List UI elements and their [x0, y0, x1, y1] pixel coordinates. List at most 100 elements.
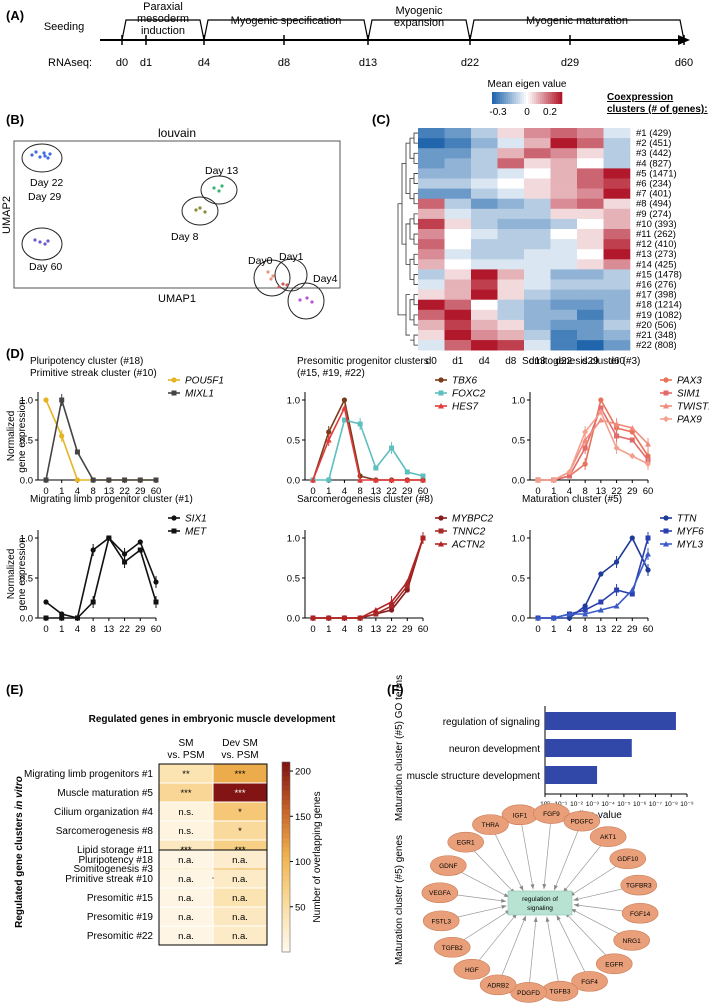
data-point: [438, 390, 444, 396]
heatmap-col-label: d0: [426, 356, 438, 367]
heatmap-cell: [524, 229, 551, 240]
y-tick-label: 0.5: [287, 436, 300, 447]
heatmap-cell: [550, 218, 578, 230]
timeline: d0 d1 d4 d8 d13 d22 d29 d60 RNAseq: Seeding Paraxi…: [44, 1, 693, 69]
data-point: [629, 535, 635, 541]
matrix-colorbar-tick-label: 150: [295, 812, 311, 823]
umap-label-day29: Day 29: [28, 191, 61, 203]
heatmap-cell: [444, 249, 472, 260]
data-point: [438, 541, 444, 547]
heatmap-cell: [471, 249, 498, 260]
data-point: [357, 477, 364, 483]
legend-label-myl3: MYL3: [677, 540, 704, 551]
x-tick-label: 8: [357, 486, 362, 497]
stage-paraxial-line: mesoderm: [137, 13, 189, 25]
heatmap-cell: [418, 269, 445, 280]
data-point: [614, 433, 620, 439]
data-point: [420, 535, 426, 541]
go-x-tick-label: 10⁻⁸: [665, 801, 679, 808]
matrix-cell-label: n.s.: [178, 826, 193, 837]
heatmap-cell: [577, 128, 604, 139]
umap-point: [305, 296, 309, 300]
colorbar-segment: [540, 92, 543, 104]
matrix-colorbar-segment: [282, 776, 290, 782]
colorbar-segment: [498, 92, 501, 104]
x-tick-label: 60: [151, 624, 162, 635]
heatmap-cell: [550, 168, 578, 179]
series-line-mybpc2: [313, 537, 424, 619]
data-point: [566, 615, 573, 621]
umap-cluster-ellipse: [200, 175, 238, 205]
network-node-label-tgfbr3: TGFBR3: [626, 883, 652, 890]
umap-point: [194, 208, 198, 212]
data-point: [629, 425, 636, 431]
network-edge: [546, 916, 561, 992]
heatmap-row-label: #5 (1471): [636, 168, 677, 179]
x-tick-label: 0: [310, 486, 315, 497]
network-node-label-igf1: IGF1: [513, 812, 528, 819]
matrix-colorbar-segment: [282, 766, 290, 772]
data-point: [614, 587, 620, 593]
timeline-day-d29: d29: [561, 57, 579, 69]
heatmap-cell: [577, 259, 604, 270]
matrix-cell: [159, 926, 213, 945]
y-tick-label: 0.5: [20, 436, 33, 447]
matrix-cell-label: ***: [234, 788, 245, 799]
heatmap-cell: [524, 279, 551, 290]
umap-label-day4: Day4: [313, 273, 338, 285]
data-point: [645, 567, 651, 573]
colorbar-segment: [528, 92, 531, 104]
data-point: [663, 403, 669, 409]
line-chart-2: Presomitic progenitor clusters(#15, #19,…: [287, 356, 486, 497]
go-x-tick-label: 10⁻⁴: [601, 801, 615, 808]
matrix-colorbar-segment: [282, 838, 290, 844]
heatmap-row-label: #19 (1082): [636, 310, 682, 321]
data-point: [137, 547, 143, 553]
colorbar-segment: [538, 92, 541, 104]
heatmap-cell: [444, 218, 472, 230]
network-node-label-hgf: HGF: [465, 967, 479, 974]
umap-point: [281, 282, 285, 286]
heatmap-cell: [497, 289, 525, 300]
y-axis-label-line1: Normalized: [6, 549, 17, 600]
chart-title-line: Sarcomerogenesis cluster (#8): [297, 494, 433, 505]
data-point: [438, 515, 444, 521]
umap-label-day0: Day0: [248, 255, 273, 267]
stage-bracket: [367, 19, 471, 41]
x-tick-label: 8: [582, 486, 587, 497]
matrix-cell-label: n.a.: [232, 874, 248, 885]
go-term-label: neuron development: [449, 744, 540, 755]
matrix-colorbar-segment: [282, 933, 290, 939]
go-bar-chart: regulation of signaling neuron developmen…: [394, 675, 694, 821]
matrix-cell: [213, 821, 267, 840]
timeline-day-d8: d8: [278, 57, 290, 69]
heatmap-row-label: #18 (1214): [636, 300, 682, 311]
matrix-cell-label: **: [182, 769, 190, 780]
go-x-tick-label: 10⁻¹: [554, 801, 568, 808]
umap-point: [198, 206, 202, 210]
umap-cluster-ellipse: [21, 227, 63, 261]
matrix-colorbar-segment: [282, 781, 290, 787]
matrix-colorbar-segment: [282, 909, 290, 915]
data-point: [326, 429, 332, 435]
data-point: [582, 437, 589, 443]
chart-title-line: Pluripotency cluster (#18): [30, 356, 143, 367]
data-point: [74, 615, 80, 621]
matrix-colorbar-segment: [282, 814, 290, 820]
network-arrow: [545, 916, 550, 922]
data-point: [598, 397, 604, 403]
data-point: [663, 528, 669, 534]
data-point: [438, 528, 444, 534]
go-term-label: regulation of signaling: [443, 717, 540, 728]
matrix-colorbar-segment: [282, 876, 290, 882]
heatmap-cell: [577, 269, 604, 280]
heatmap-cell: [418, 330, 445, 341]
heatmap-cell: [497, 188, 525, 199]
matrix-cell-label: n.a.: [178, 855, 194, 866]
network-node: [613, 930, 650, 951]
data-point: [59, 433, 65, 439]
matrix-colorbar-segment: [282, 904, 290, 910]
matrix-cell: [213, 869, 267, 888]
colorbar-segment: [520, 92, 523, 104]
